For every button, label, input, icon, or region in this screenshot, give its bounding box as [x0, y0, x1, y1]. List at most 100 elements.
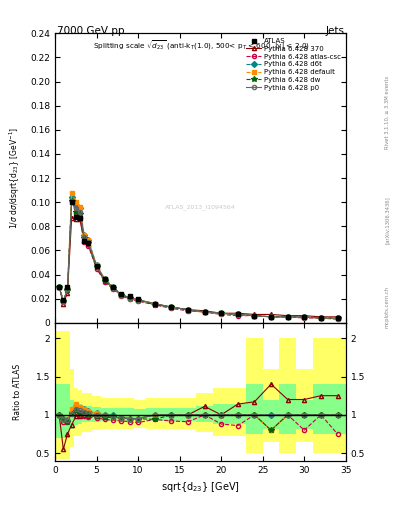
- Pythia 6.428 d6t: [319, 315, 323, 321]
- Pythia 6.428 d6t: [57, 284, 62, 290]
- Line: Pythia 6.428 d6t: Pythia 6.428 d6t: [57, 195, 340, 320]
- Pythia 6.428 atlas-csc: [185, 308, 190, 314]
- Pythia 6.428 atlas-csc: [152, 302, 157, 308]
- Pythia 6.428 d6t: [136, 297, 140, 303]
- Pythia 6.428 p0: [136, 297, 140, 303]
- ATLAS: [82, 238, 86, 244]
- Line: Pythia 6.428 default: Pythia 6.428 default: [57, 190, 340, 320]
- X-axis label: sqrt{d$_{23}$} [GeV]: sqrt{d$_{23}$} [GeV]: [161, 480, 240, 494]
- Pythia 6.428 default: [77, 204, 82, 210]
- Pythia 6.428 p0: [219, 310, 224, 316]
- Pythia 6.428 p0: [82, 234, 86, 240]
- Pythia 6.428 p0: [127, 294, 132, 301]
- Pythia 6.428 370: [152, 301, 157, 307]
- Pythia 6.428 d6t: [252, 313, 257, 319]
- Text: mcplots.cern.ch: mcplots.cern.ch: [385, 286, 389, 328]
- ATLAS: [252, 313, 257, 319]
- Pythia 6.428 dw: [302, 314, 307, 320]
- ATLAS: [69, 199, 74, 205]
- Pythia 6.428 p0: [86, 239, 91, 245]
- Pythia 6.428 p0: [69, 198, 74, 204]
- Pythia 6.428 p0: [202, 309, 207, 315]
- Pythia 6.428 dw: [185, 307, 190, 313]
- Pythia 6.428 default: [65, 286, 70, 292]
- Pythia 6.428 p0: [73, 205, 78, 211]
- Pythia 6.428 370: [61, 301, 66, 307]
- Pythia 6.428 atlas-csc: [285, 314, 290, 320]
- Pythia 6.428 370: [111, 285, 116, 291]
- Pythia 6.428 d6t: [77, 205, 82, 211]
- Pythia 6.428 default: [319, 315, 323, 321]
- Pythia 6.428 370: [119, 292, 124, 298]
- Pythia 6.428 atlas-csc: [169, 305, 174, 311]
- Pythia 6.428 default: [82, 232, 86, 238]
- ATLAS: [119, 291, 124, 297]
- ATLAS: [73, 214, 78, 220]
- Pythia 6.428 370: [127, 294, 132, 301]
- ATLAS: [57, 284, 62, 290]
- ATLAS: [77, 215, 82, 221]
- Pythia 6.428 p0: [94, 263, 99, 269]
- Pythia 6.428 default: [61, 298, 66, 304]
- Pythia 6.428 dw: [73, 209, 78, 215]
- ATLAS: [235, 311, 240, 317]
- Pythia 6.428 p0: [169, 304, 174, 310]
- Pythia 6.428 default: [302, 314, 307, 320]
- Pythia 6.428 d6t: [169, 304, 174, 310]
- Pythia 6.428 atlas-csc: [82, 239, 86, 245]
- Pythia 6.428 370: [202, 308, 207, 314]
- Pythia 6.428 d6t: [219, 310, 224, 316]
- Legend: ATLAS, Pythia 6.428 370, Pythia 6.428 atlas-csc, Pythia 6.428 d6t, Pythia 6.428 : ATLAS, Pythia 6.428 370, Pythia 6.428 at…: [244, 37, 342, 92]
- Pythia 6.428 default: [73, 199, 78, 205]
- Pythia 6.428 p0: [335, 315, 340, 321]
- Text: ATLAS_2013_I1094564: ATLAS_2013_I1094564: [165, 204, 236, 210]
- Pythia 6.428 default: [57, 284, 62, 290]
- Pythia 6.428 atlas-csc: [127, 296, 132, 302]
- Pythia 6.428 370: [269, 311, 274, 317]
- Pythia 6.428 370: [82, 238, 86, 244]
- Text: Splitting scale $\sqrt{d_{23}}$ (anti-k$_T$(1.0), 500< p$_T$ < 600, |y| < 2.0): Splitting scale $\sqrt{d_{23}}$ (anti-k$…: [93, 39, 310, 53]
- Pythia 6.428 atlas-csc: [94, 266, 99, 272]
- Pythia 6.428 d6t: [69, 195, 74, 201]
- Line: Pythia 6.428 p0: Pythia 6.428 p0: [57, 199, 340, 320]
- ATLAS: [111, 284, 116, 290]
- Pythia 6.428 default: [335, 315, 340, 321]
- ATLAS: [94, 263, 99, 269]
- Pythia 6.428 p0: [61, 298, 66, 304]
- ATLAS: [185, 307, 190, 313]
- Pythia 6.428 dw: [285, 314, 290, 320]
- Pythia 6.428 default: [202, 309, 207, 315]
- ATLAS: [319, 315, 323, 321]
- Pythia 6.428 370: [57, 284, 62, 290]
- Pythia 6.428 dw: [127, 294, 132, 301]
- ATLAS: [219, 310, 224, 316]
- Pythia 6.428 370: [73, 216, 78, 222]
- ATLAS: [169, 304, 174, 310]
- ATLAS: [152, 301, 157, 307]
- Pythia 6.428 d6t: [73, 202, 78, 208]
- Pythia 6.428 atlas-csc: [235, 313, 240, 319]
- Pythia 6.428 d6t: [94, 262, 99, 268]
- ATLAS: [302, 314, 307, 320]
- Pythia 6.428 default: [86, 237, 91, 243]
- Pythia 6.428 p0: [285, 314, 290, 320]
- Pythia 6.428 atlas-csc: [73, 210, 78, 216]
- Pythia 6.428 dw: [94, 264, 99, 270]
- Pythia 6.428 default: [136, 297, 140, 303]
- Pythia 6.428 atlas-csc: [335, 316, 340, 323]
- Pythia 6.428 p0: [269, 314, 274, 320]
- Pythia 6.428 p0: [77, 209, 82, 215]
- Pythia 6.428 d6t: [302, 314, 307, 320]
- Pythia 6.428 dw: [319, 315, 323, 321]
- ATLAS: [136, 296, 140, 302]
- Pythia 6.428 370: [185, 307, 190, 313]
- ATLAS: [269, 314, 274, 320]
- ATLAS: [61, 297, 66, 303]
- Text: 7000 GeV pp: 7000 GeV pp: [57, 26, 125, 36]
- Pythia 6.428 dw: [219, 310, 224, 316]
- Pythia 6.428 d6t: [335, 315, 340, 321]
- Pythia 6.428 d6t: [235, 311, 240, 317]
- Pythia 6.428 p0: [103, 276, 107, 283]
- Pythia 6.428 dw: [335, 315, 340, 321]
- Text: [arXiv:1306.3436]: [arXiv:1306.3436]: [385, 196, 389, 244]
